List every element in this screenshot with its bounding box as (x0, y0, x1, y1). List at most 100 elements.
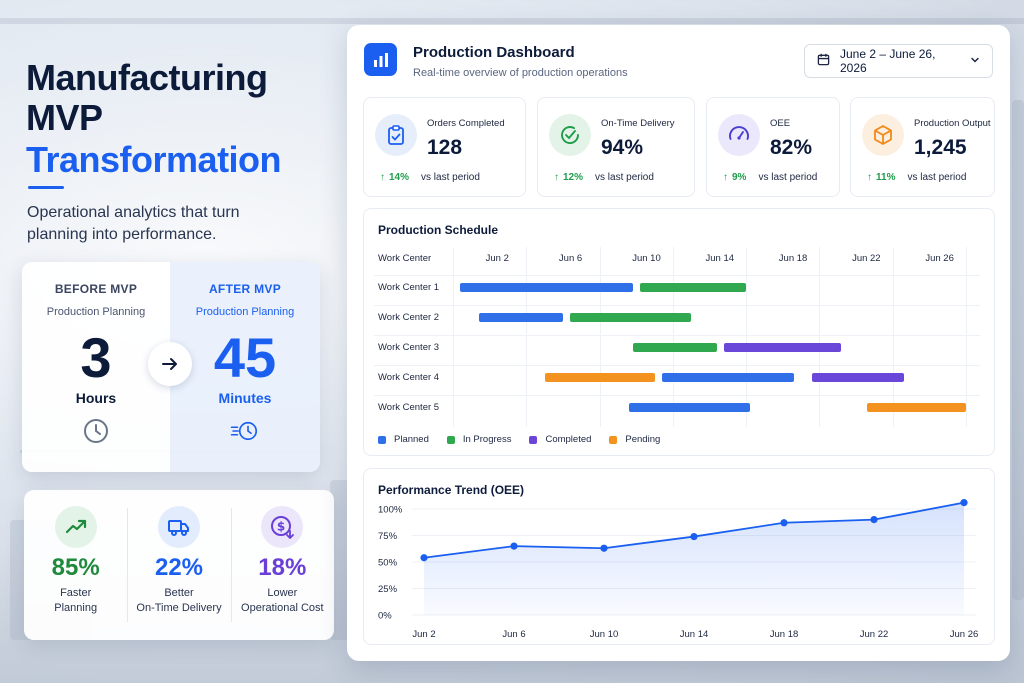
headline-line-3: Transformation (26, 139, 282, 180)
arrow-up-icon: ↑ (380, 172, 385, 183)
schedule-gridline (672, 247, 674, 427)
schedule-task-bar[interactable] (661, 373, 794, 382)
arrow-right-icon (148, 342, 192, 386)
schedule-task-bar[interactable] (570, 313, 692, 322)
date-range-picker[interactable]: June 2 – June 26, 2026 (804, 44, 993, 78)
stat-title: On-Time Delivery (601, 118, 675, 129)
before-subtitle: Production Planning (46, 306, 146, 318)
legend-item: Pending (609, 434, 660, 445)
work-center-header: Work Center (378, 253, 432, 264)
kpi-label-line2: Operational Cost (241, 602, 324, 614)
stat-title: Production Output (914, 118, 991, 129)
schedule-task-bar[interactable] (867, 403, 966, 412)
before-value: 3 (80, 326, 112, 389)
schedule-date-label: Jun 2 (485, 253, 509, 264)
trend-area (424, 502, 964, 615)
before-title: BEFORE MVP (54, 282, 138, 296)
headline-line-1: Manufacturing (26, 57, 268, 98)
kpi-value: 85% (51, 554, 100, 581)
stat-value: 94% (601, 136, 644, 159)
schedule-date-label: Jun 10 (632, 253, 661, 264)
after-subtitle: Production Planning (195, 306, 295, 318)
before-unit: Hours (75, 390, 117, 406)
accent-rule (28, 186, 64, 189)
legend-swatch (609, 435, 618, 444)
legend-swatch (529, 435, 538, 444)
dollar-down-icon: $ (261, 506, 304, 548)
stat-production-output: Production Output 1,245 ↑ 11% vs last peri… (850, 97, 995, 197)
box-icon (862, 114, 904, 156)
legend-swatch (378, 435, 386, 444)
x-tick-label: Jun 18 (770, 629, 799, 640)
trend-point[interactable] (510, 542, 518, 550)
work-center-label: Work Center 4 (378, 372, 440, 383)
x-tick-label: Jun 22 (860, 629, 889, 640)
kpi-value: 22% (154, 554, 204, 581)
trend-point[interactable] (960, 499, 968, 507)
legend-label: In Progress (462, 434, 512, 445)
stat-delta-value: 11% (876, 172, 896, 183)
stat-oee: OEE 82% ↑ 9% vs last period (706, 97, 840, 197)
work-center-label: Work Center 5 (378, 402, 440, 413)
schedule-row-divider (374, 335, 980, 336)
svg-text:$: $ (277, 520, 285, 534)
x-tick-label: Jun 14 (680, 629, 709, 640)
stat-delta: ↑ 9% vs last period (723, 172, 817, 183)
schedule-task-bar[interactable] (460, 283, 633, 292)
trend-point[interactable] (600, 544, 608, 552)
trend-point[interactable] (870, 516, 878, 524)
work-center-label: Work Center 3 (378, 342, 440, 353)
y-tick-label: 100% (378, 505, 403, 516)
schedule-task-bar[interactable] (478, 313, 563, 322)
before-panel: BEFORE MVP Production Planning 3 Hours (22, 262, 170, 472)
after-panel: AFTER MVP Production Planning 45 Minutes (170, 262, 320, 472)
kpi-label-line1: Lower (267, 587, 298, 599)
stat-value: 82% (770, 136, 813, 159)
clipboard-check-icon (375, 114, 417, 156)
impact-kpis-card: 85% Faster Planning 22% Better On-Time D… (24, 490, 334, 640)
schedule-task-bar[interactable] (812, 373, 904, 382)
schedule-gridline (819, 247, 821, 427)
kpi-operational-cost: $ 18% Lower Operational Cost (230, 490, 334, 640)
date-range-label: June 2 – June 26, 2026 (840, 47, 936, 75)
bar-chart-icon (364, 43, 397, 76)
trend-point[interactable] (690, 532, 698, 541)
stat-delta: ↑ 11% vs last period (867, 172, 966, 183)
legend-item: In Progress (446, 434, 512, 445)
schedule-task-bar[interactable] (724, 343, 842, 352)
y-tick-label: 75% (378, 531, 398, 542)
schedule-legend: Planned In Progress Completed Pending (378, 434, 660, 445)
kpi-label-line2: Planning (54, 602, 98, 614)
trend-point[interactable] (780, 519, 788, 527)
truck-icon (157, 506, 200, 548)
after-value: 45 (213, 326, 277, 389)
arrow-up-icon: ↑ (554, 172, 559, 183)
dashboard-subtitle: Real-time overview of production operati… (413, 67, 628, 79)
work-center-label: Work Center 1 (378, 282, 440, 293)
schedule-task-bar[interactable] (632, 343, 717, 352)
stat-delta-value: 14% (389, 172, 410, 183)
schedule-date-label: Jun 18 (778, 253, 808, 264)
stat-delta: ↑ 14% vs last period (380, 172, 480, 183)
schedule-task-bar[interactable] (639, 283, 747, 292)
after-title: AFTER MVP (208, 282, 282, 296)
stat-orders-completed: Orders Completed 128 ↑ 14% vs last period (363, 97, 526, 197)
schedule-task-bar[interactable] (628, 403, 750, 412)
calendar-icon (817, 53, 830, 69)
schedule-date-label: Jun 22 (852, 253, 881, 264)
schedule-row-divider (374, 395, 980, 396)
schedule-gridline (746, 247, 748, 427)
kpi-on-time-delivery: 22% Better On-Time Delivery (127, 490, 230, 640)
trend-point[interactable] (420, 554, 428, 562)
legend-item: Completed (529, 434, 591, 445)
headline-line-2: MVP (26, 97, 103, 138)
stat-value: 1,245 (914, 136, 967, 159)
gauge-icon (718, 114, 760, 156)
schedule-task-bar[interactable] (544, 373, 655, 382)
schedule-gridline (526, 247, 528, 427)
stat-delta-value: 12% (563, 172, 584, 183)
schedule-title: Production Schedule (378, 223, 499, 237)
stat-delta-compare: vs last period (421, 172, 480, 183)
trend-title: Performance Trend (OEE) (378, 483, 525, 497)
arrow-up-icon: ↑ (867, 172, 872, 183)
